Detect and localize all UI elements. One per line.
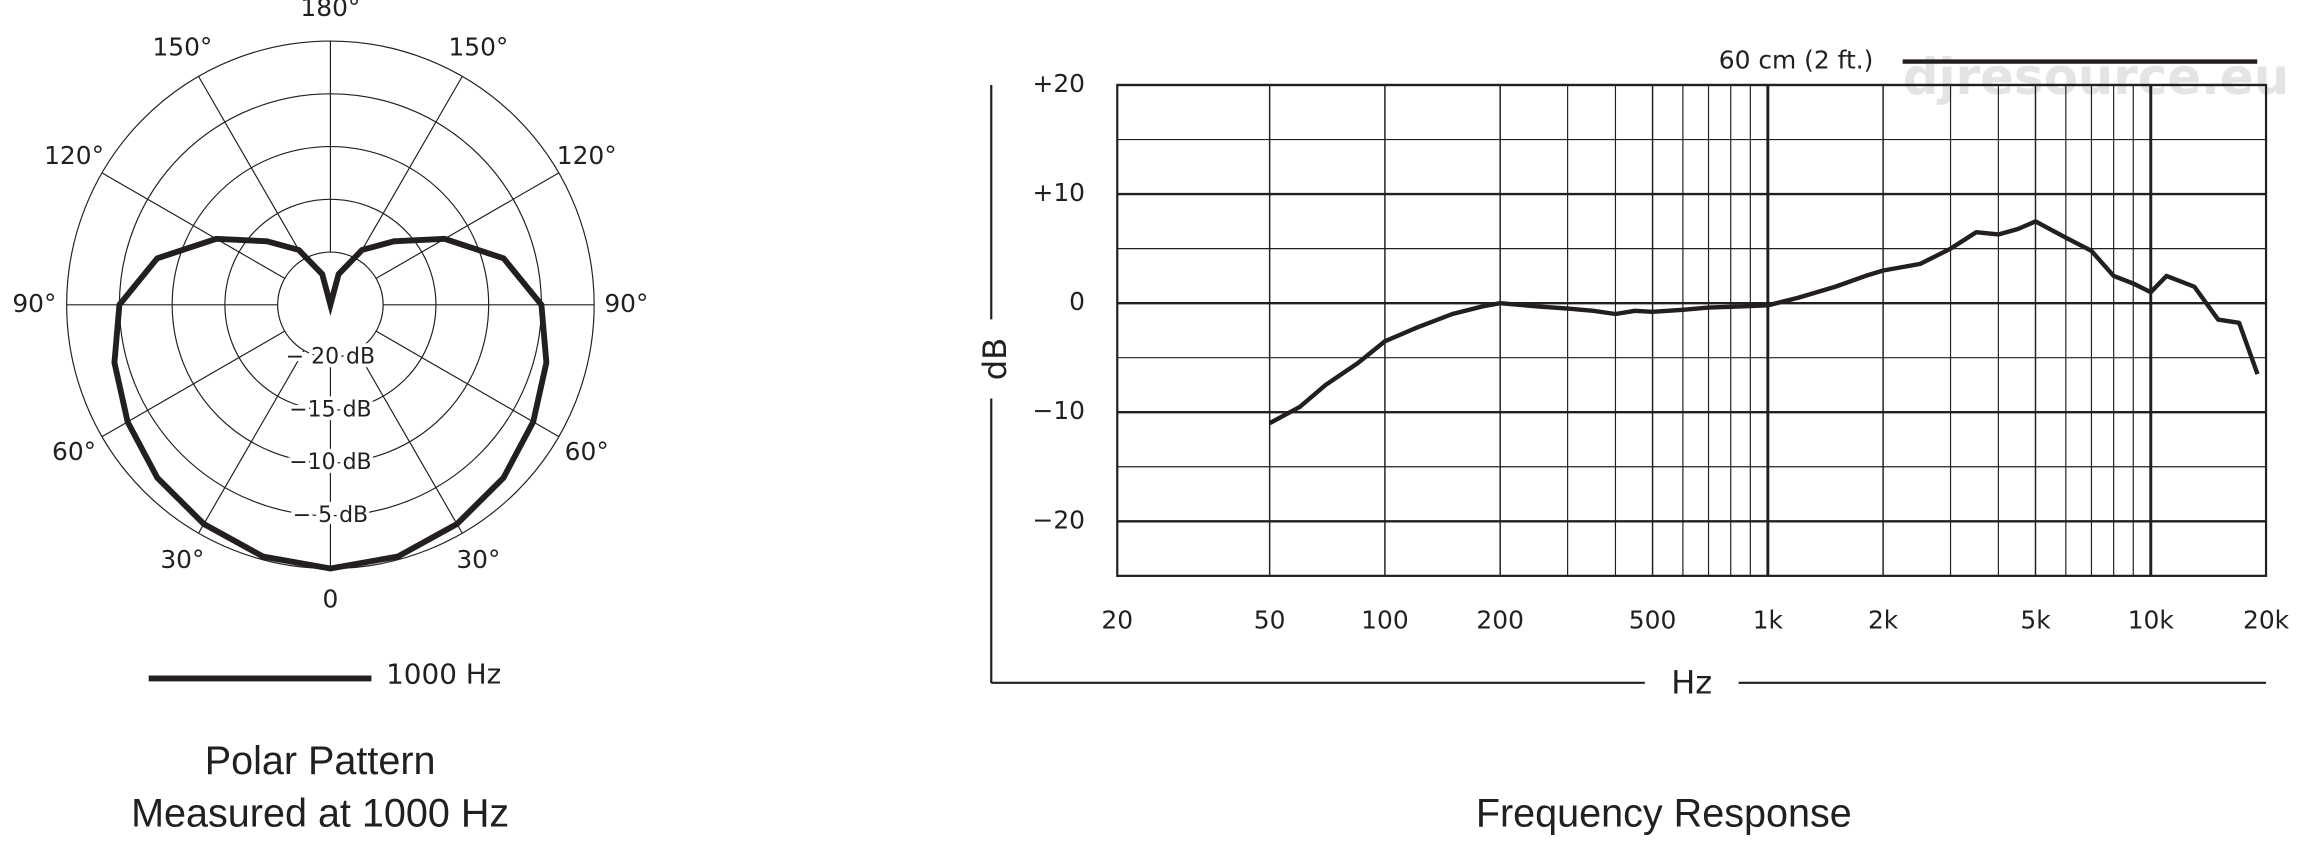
- angle-label: 90°: [604, 289, 648, 318]
- x-tick-label: 5k: [2020, 605, 2051, 634]
- angle-label: 150°: [152, 32, 212, 61]
- x-tick-label: 10k: [2128, 605, 2175, 634]
- legend-label: 60 cm (2 ft.): [1719, 46, 1874, 75]
- spoke: [375, 330, 560, 438]
- x-tick-label: 200: [1476, 605, 1524, 634]
- ring-label: −10 dB: [289, 450, 371, 475]
- angle-label: 30°: [160, 545, 204, 574]
- ring-label: −15 dB: [289, 397, 371, 422]
- x-tick-label: 20k: [2243, 605, 2290, 634]
- spoke: [375, 172, 560, 279]
- spoke: [101, 172, 286, 279]
- polar-subtitle: Measured at 1000 Hz: [131, 792, 509, 836]
- y-tick-label: +10: [1032, 178, 1085, 207]
- y-tick-label: −10: [1032, 396, 1085, 425]
- angle-label: 180°: [300, 0, 360, 22]
- ring-label: − 20 dB: [286, 345, 375, 370]
- x-tick-label: 2k: [1868, 605, 1899, 634]
- x-tick-label: 20: [1101, 605, 1133, 634]
- x-tick-label: 100: [1361, 605, 1409, 634]
- x-axis-label: Hz: [1671, 663, 1712, 701]
- legend-label: 1000 Hz: [386, 657, 501, 690]
- spoke: [198, 350, 305, 534]
- spoke: [356, 76, 463, 260]
- angle-label: 120°: [557, 141, 617, 170]
- polar-title: Polar Pattern: [205, 739, 436, 783]
- spoke: [101, 330, 286, 438]
- x-tick-label: 500: [1629, 605, 1677, 634]
- angle-label: 120°: [44, 141, 104, 170]
- x-tick-label: 50: [1254, 605, 1286, 634]
- angle-label: 90°: [12, 289, 56, 318]
- response-curve: [1268, 219, 2260, 426]
- angle-label: 30°: [456, 545, 500, 574]
- ring-label: − 5 dB: [293, 503, 368, 528]
- y-tick-label: −20: [1032, 505, 1085, 534]
- y-axis-label: dB: [976, 338, 1014, 381]
- freq-title: Frequency Response: [1476, 792, 1852, 836]
- angle-label: 60°: [565, 437, 609, 466]
- plot-frame: [1116, 83, 2268, 577]
- polar-curve: [111, 235, 550, 572]
- angle-label: 150°: [448, 32, 508, 61]
- angle-label: 60°: [52, 437, 96, 466]
- y-tick-label: 0: [1069, 287, 1085, 316]
- watermark: djresource.eu: [1903, 48, 2289, 106]
- x-tick-label: 1k: [1753, 605, 1784, 634]
- y-tick-label: +20: [1032, 69, 1085, 98]
- angle-label: 0: [322, 585, 338, 614]
- spoke: [198, 76, 305, 260]
- spoke: [356, 350, 463, 534]
